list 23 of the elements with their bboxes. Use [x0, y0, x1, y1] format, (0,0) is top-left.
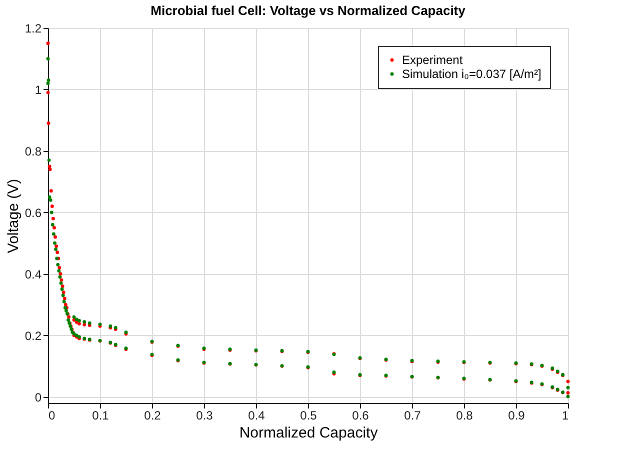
y-tick-label: 0.8 [24, 144, 42, 158]
x-tick-label: 1 [562, 408, 569, 422]
y-tick-label: 0.2 [24, 328, 42, 343]
y-tick-label: 0.6 [24, 206, 42, 220]
x-tick-label: 0 [48, 408, 56, 422]
y-tick-label: 1 [34, 82, 42, 97]
chart-title: Microbial fuel Cell: Voltage vs Normalized Capacity [150, 3, 466, 18]
y-axis-title: Voltage (V) [4, 178, 22, 254]
y-tick-label: 0.4 [24, 267, 42, 282]
x-tick-label: 0.3 [196, 408, 214, 422]
legend-label: Simulation i₀=0.037 [A/m²] [402, 67, 542, 81]
x-tick-label: 0.9 [508, 408, 526, 422]
legend-label: Experiment [402, 53, 464, 67]
y-tick-label: 1.2 [24, 22, 42, 36]
x-tick-label: 0.5 [300, 408, 318, 422]
x-tick-label: 0.8 [456, 408, 474, 422]
x-tick-label: 0.6 [352, 408, 370, 422]
x-axis-title: Normalized Capacity [239, 424, 378, 442]
y-tick-label: 0 [34, 390, 42, 404]
x-tick-label: 0.2 [144, 408, 162, 422]
x-tick-label: 0.7 [404, 408, 422, 422]
x-tick-label: 0.1 [92, 408, 110, 422]
x-tick-label: 0.4 [248, 408, 266, 422]
